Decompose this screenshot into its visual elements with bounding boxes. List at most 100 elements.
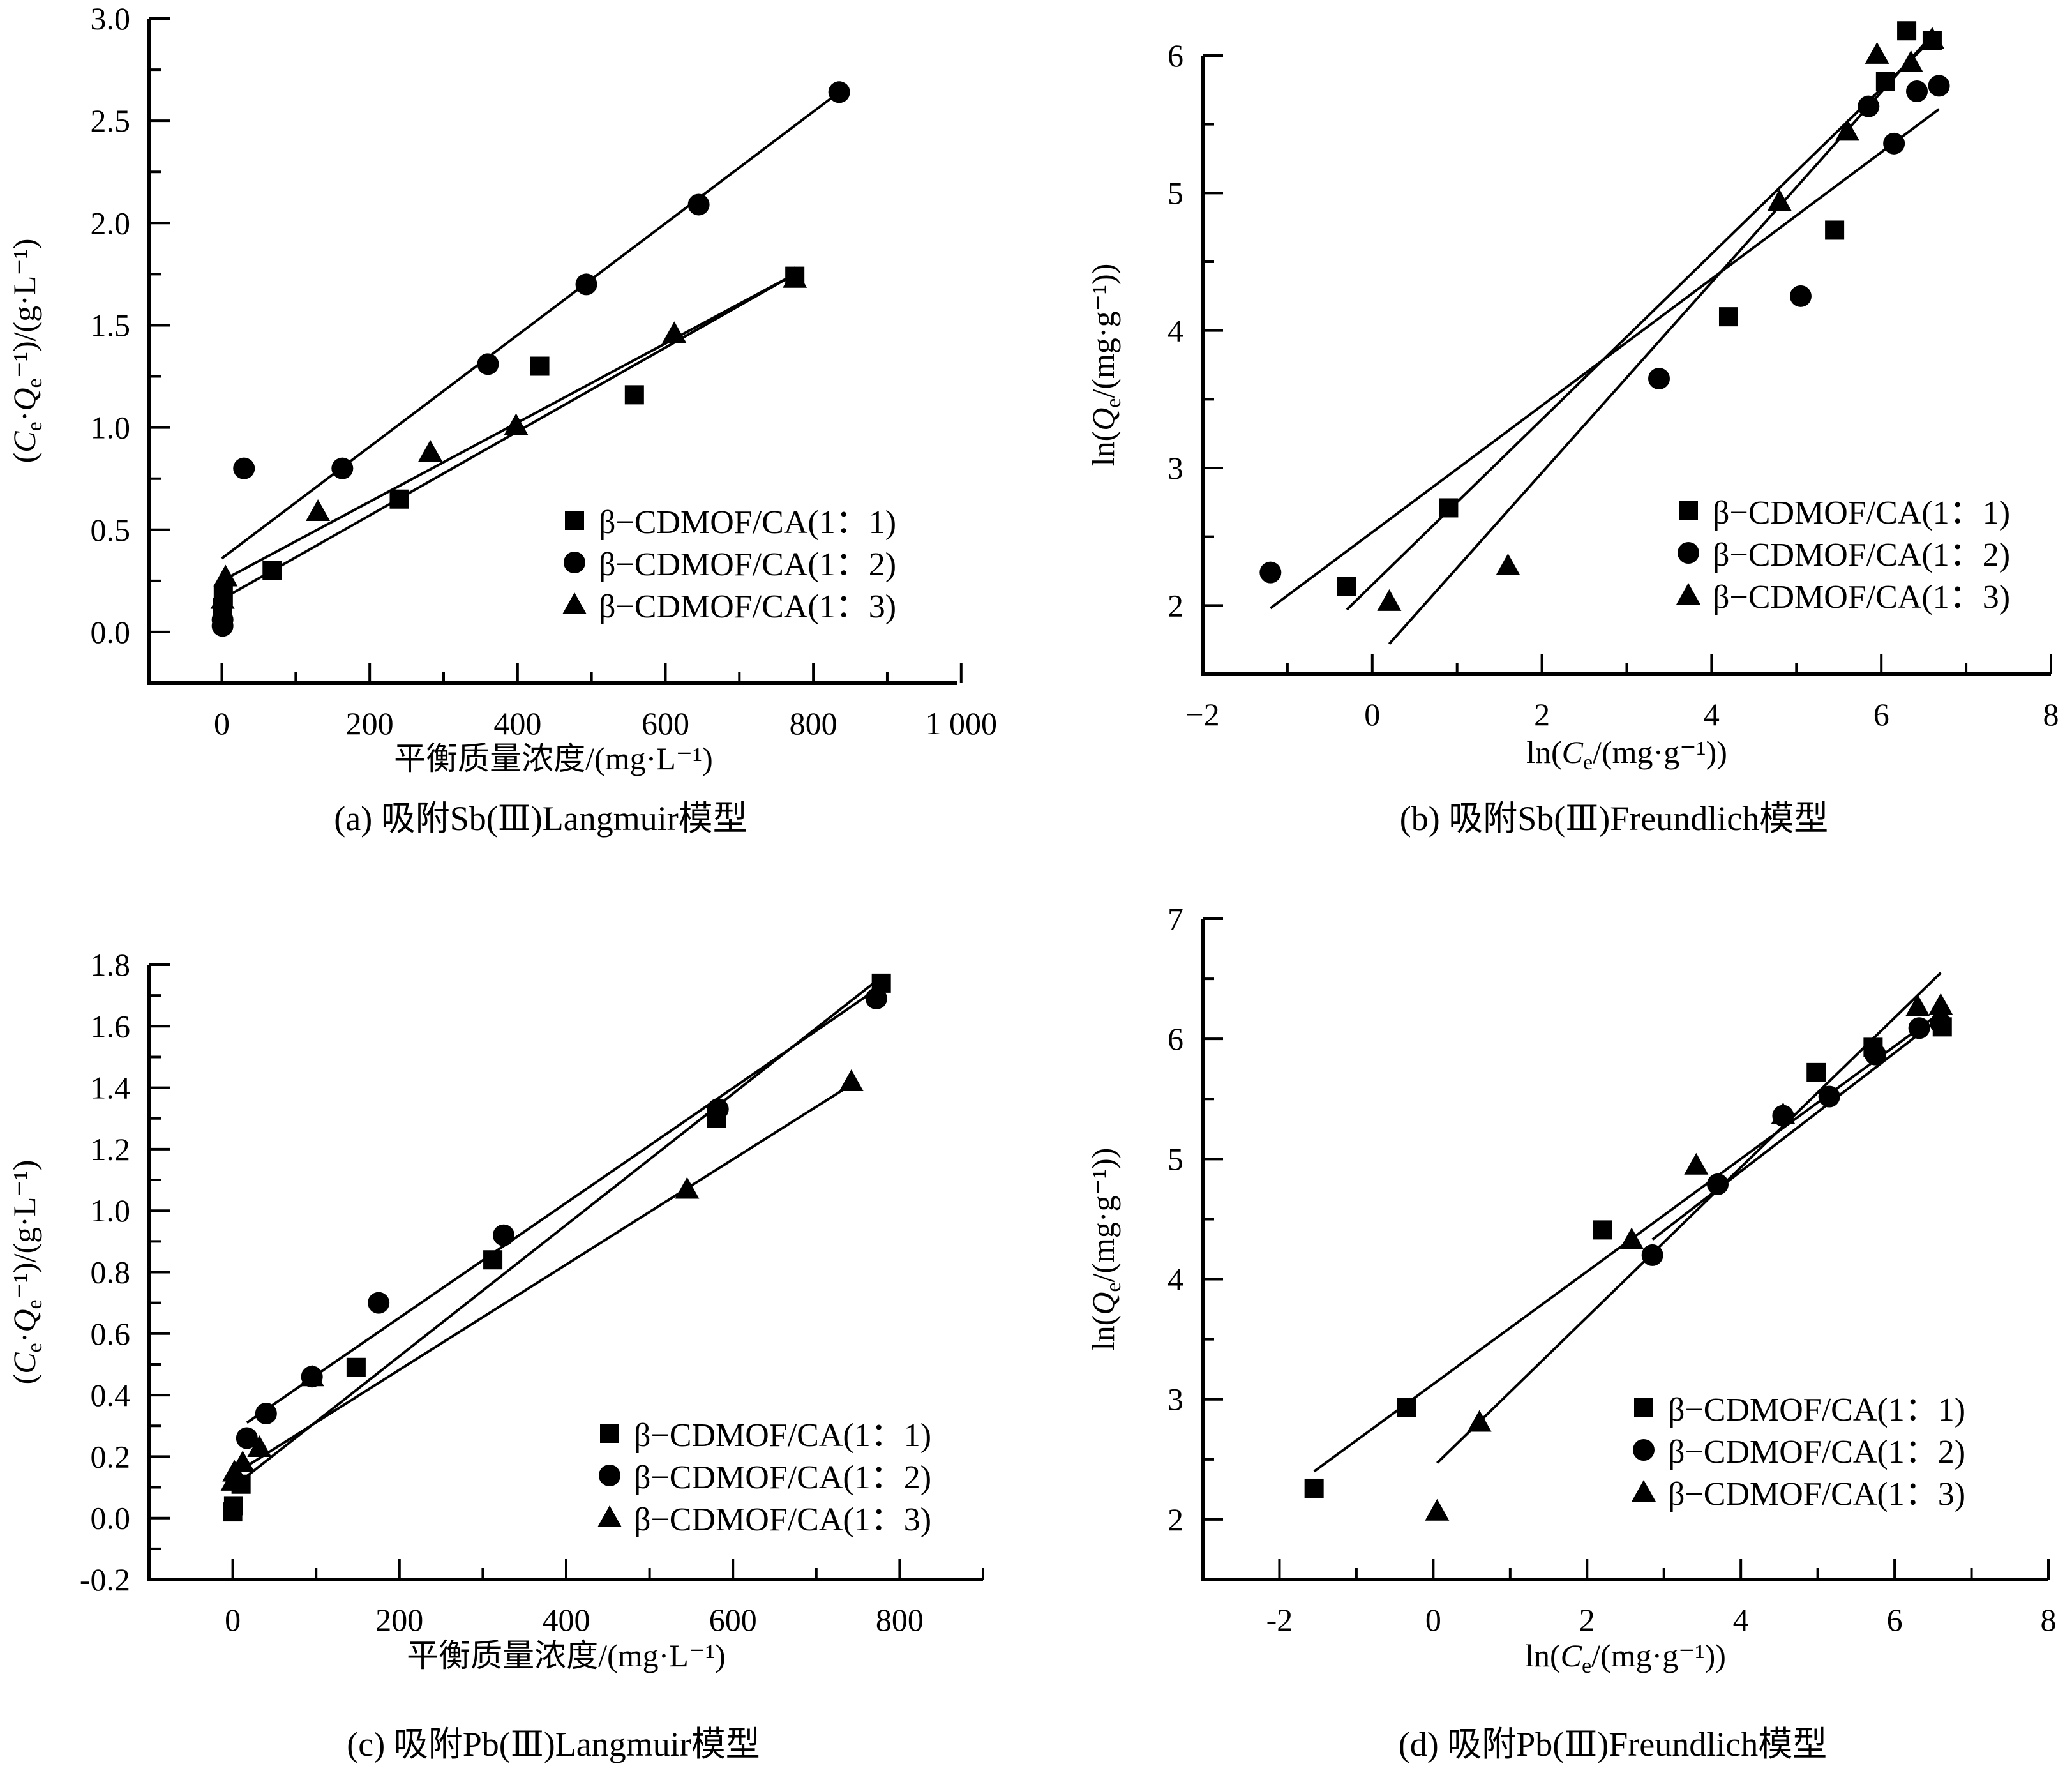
data-point-triangle <box>662 321 687 343</box>
y-tick-label: 0.5 <box>91 512 131 548</box>
y-tick-label: 2.5 <box>91 103 131 139</box>
x-tick-label: 600 <box>642 705 689 741</box>
panel-caption: (c) 吸附Pb(Ⅲ)Langmuir模型 <box>347 1725 760 1763</box>
panel-caption: (b) 吸附Sb(Ⅲ)Freundlich模型 <box>1400 799 1829 838</box>
data-point-circle <box>1930 1012 1952 1034</box>
data-point-triangle <box>1496 553 1520 575</box>
data-point-circle <box>1906 80 1928 102</box>
data-point-circle <box>1641 1244 1663 1266</box>
data-point-triangle <box>783 266 807 288</box>
fit-line-series-2 <box>1651 1016 1942 1241</box>
fit-line-series-2 <box>246 988 877 1424</box>
data-point-square <box>624 385 644 405</box>
x-tick-label: 6 <box>1873 697 1889 732</box>
data-point-circle <box>1864 1043 1886 1066</box>
data-point-square <box>530 356 550 376</box>
fit-line-series-3 <box>232 1083 852 1476</box>
data-point-triangle <box>230 1451 255 1473</box>
y-axis-title-group: ln(Qe/(mg·g⁻¹)) <box>1085 1148 1125 1351</box>
data-point-square <box>483 1250 503 1270</box>
legend-marker-circle <box>1633 1439 1655 1461</box>
data-point-square <box>1825 220 1845 240</box>
x-tick-label: 800 <box>790 705 837 741</box>
data-point-circle <box>477 353 499 375</box>
data-point-triangle <box>1835 119 1860 141</box>
data-point-circle <box>687 193 710 216</box>
legend: β−CDMOF/CA(1：1) β−CDMOF/CA(1：2) β−CDMOF/CA… <box>597 1417 931 1538</box>
y-tick-label: 0.0 <box>91 614 131 650</box>
y-tick-label: 7 <box>1167 901 1183 937</box>
panel-b-freundlich-sb: −2 0 2 4 6 8 2 3 4 5 6 ln(Ce/(mg·g⁻¹)) ln(Qe/(mg·g⁻¹… <box>1085 21 2059 838</box>
legend-label: β−CDMOF/CA(1：2) <box>1668 1434 1965 1470</box>
y-tick-label: 2.0 <box>91 205 131 241</box>
x-tick-label: 200 <box>375 1602 423 1638</box>
x-tick-label: 800 <box>876 1602 924 1638</box>
x-axis-title: ln(Ce/(mg·g⁻¹)) <box>1525 1638 1726 1678</box>
legend-marker-triangle <box>597 1505 622 1527</box>
panel-a-langmuir-sb: 0 200 400 600 800 1 000 0.0 0.5 1.0 1.5 2.0 2.5 3.0 平… <box>6 1 997 838</box>
data-point-circle <box>828 81 850 103</box>
y-tick-label: 6 <box>1167 38 1183 73</box>
x-tick-label: 8 <box>2043 697 2059 732</box>
legend-label: β−CDMOF/CA(1：3) <box>599 589 896 625</box>
x-axis-title: 平衡质量浓度/(mg·L⁻¹) <box>394 741 713 776</box>
y-tick-label: 3 <box>1167 450 1183 486</box>
data-point-circle <box>1908 1017 1930 1039</box>
legend: β−CDMOF/CA(1：1) β−CDMOF/CA(1：2) β−CDMOF/CA… <box>1676 495 2010 615</box>
data-point-square <box>262 561 282 580</box>
data-point-triangle <box>1865 41 1889 64</box>
legend-label: β−CDMOF/CA(1：3) <box>1668 1476 1965 1513</box>
panel-caption: (d) 吸附Pb(Ⅲ)Freundlich模型 <box>1399 1725 1828 1763</box>
legend-marker-circle <box>1678 542 1699 564</box>
x-tick-label: 1 000 <box>926 705 998 741</box>
y-axis-title: ln(Qe/(mg·g⁻¹)) <box>1085 1148 1125 1351</box>
data-point-circle <box>233 457 255 479</box>
data-point-triangle <box>1767 189 1792 211</box>
data-point-triangle <box>1377 589 1402 611</box>
x-tick-label: 6 <box>1887 1602 1903 1638</box>
data-point-circle <box>575 273 597 296</box>
x-tick-label: 200 <box>346 705 394 741</box>
data-point-triangle <box>675 1177 700 1199</box>
data-point-circle <box>1858 95 1880 117</box>
y-tick-label: 5 <box>1167 1141 1183 1177</box>
panel-caption: (a) 吸附Sb(Ⅲ)Langmuir模型 <box>334 799 747 838</box>
y-axis-title-group: (Ce·Qe⁻¹)/(g·L⁻¹) <box>6 1160 47 1385</box>
y-tick-label: 6 <box>1167 1021 1183 1057</box>
data-point-triangle <box>1928 993 1953 1015</box>
legend-label: β−CDMOF/CA(1：2) <box>599 547 896 583</box>
data-point-circle <box>865 987 887 1009</box>
data-point-square <box>1397 1398 1416 1417</box>
legend-label: β−CDMOF/CA(1：3) <box>634 1502 931 1538</box>
data-point-circle <box>211 608 234 631</box>
fit-line-series-2 <box>1270 108 1940 610</box>
x-tick-label: 0 <box>214 705 230 741</box>
data-point-circle <box>1789 285 1812 307</box>
legend-label: β−CDMOF/CA(1：2) <box>1713 537 2010 573</box>
y-tick-label: 2 <box>1167 587 1183 623</box>
y-tick-label: 0.4 <box>91 1377 131 1413</box>
legend-marker-triangle <box>1676 583 1700 605</box>
data-point-triangle <box>247 1435 272 1457</box>
legend-label: β−CDMOF/CA(1：3) <box>1713 579 2010 615</box>
fit-line-series-3 <box>1436 972 1942 1464</box>
y-tick-label: 3 <box>1167 1382 1183 1417</box>
x-tick-label: 0 <box>1364 697 1380 732</box>
fit-line-series-1 <box>232 976 882 1489</box>
data-point-triangle <box>1684 1152 1709 1175</box>
y-tick-label: 1.4 <box>91 1070 131 1106</box>
data-point-circle <box>1648 368 1670 390</box>
x-tick-label: 4 <box>1733 1602 1749 1638</box>
x-axis-title: ln(Ce/(mg·g⁻¹)) <box>1526 734 1727 774</box>
y-axis-title-group: ln(Qe/(mg·g⁻¹)) <box>1085 264 1125 467</box>
y-tick-label: 4 <box>1167 1262 1183 1297</box>
data-point-triangle <box>1619 1227 1644 1249</box>
y-tick-label: 1.8 <box>91 947 131 983</box>
y-tick-label: 0.0 <box>91 1500 131 1536</box>
y-tick-label: 4 <box>1167 313 1183 349</box>
legend-marker-triangle <box>562 592 587 614</box>
y-axis-title: (Ce·Qe⁻¹)/(g·L⁻¹) <box>6 1160 47 1385</box>
x-tick-label: 0 <box>1425 1602 1441 1638</box>
legend-marker-square <box>565 511 584 530</box>
x-tick-label: 2 <box>1579 1602 1595 1638</box>
